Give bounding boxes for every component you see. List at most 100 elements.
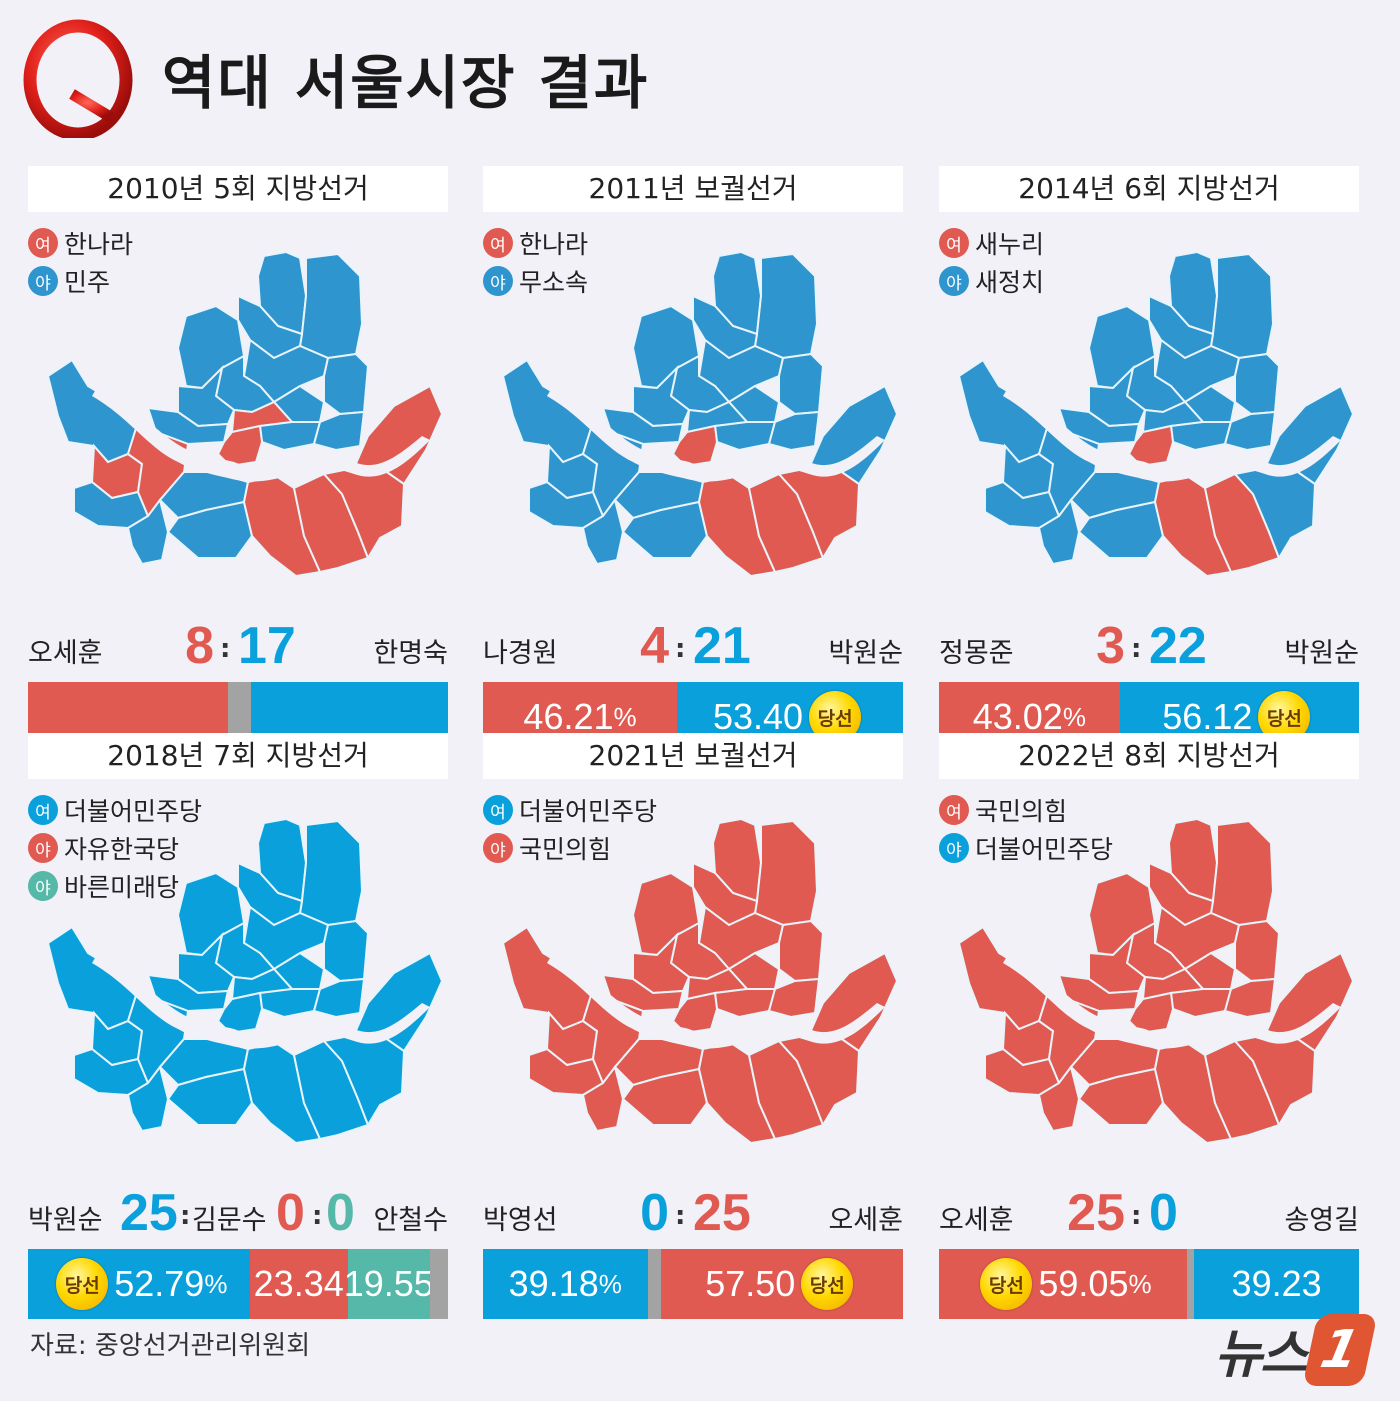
percent-sign: %: [1062, 701, 1086, 732]
bar-segment: 39.18%: [483, 1249, 648, 1319]
vote-share-bar: 당선 52.79% 23.34 19.55: [28, 1249, 448, 1319]
vote-share-value: 43.02: [972, 696, 1063, 737]
bar-segment: 당선 59.05%: [939, 1249, 1187, 1319]
winner-badge: 당선: [980, 1258, 1033, 1310]
legend-item: 야 바른미래당: [28, 867, 202, 905]
panel-title: 2018년 7회 지방선거: [28, 733, 448, 779]
district-geumcheon: [1037, 1064, 1081, 1133]
party-name: 더불어민주당: [975, 835, 1114, 864]
district-yongsan: [1127, 424, 1175, 468]
legend-item: 야 민주: [28, 262, 133, 300]
vote-share-value: 53.40: [712, 696, 804, 737]
district-gwanak: [166, 500, 254, 559]
left-score: 8: [185, 617, 214, 675]
vote-share-bar: 39.18% 57.50 당선: [483, 1249, 903, 1319]
panel-title: 2014년 6회 지방선거: [939, 166, 1359, 212]
party-name: 자유한국당: [64, 835, 180, 864]
bar-segment: [1187, 1249, 1195, 1319]
party-badge: 야: [28, 871, 58, 901]
election-panel: 2011년 보궐선거 여 한나라 야 무소속 나경원 4 : 21 박원순 46.…: [483, 166, 903, 756]
party-badge: 야: [939, 833, 969, 863]
district-gwanak: [166, 1067, 254, 1126]
bar-segment: 39.23: [1194, 1249, 1359, 1319]
district-geumcheon: [126, 1064, 170, 1133]
district-gangdong: [352, 951, 444, 1053]
district-gangdong: [1263, 951, 1355, 1053]
district-gwanak: [1077, 500, 1165, 559]
han-river: [547, 386, 885, 482]
bar-segment: 당선 52.79%: [28, 1249, 250, 1319]
district-jungnang: [778, 352, 825, 416]
left-candidate: 나경원: [483, 638, 558, 669]
seoul-district-map: [46, 250, 444, 578]
district-geumcheon: [581, 497, 625, 566]
district-geumcheon: [581, 1064, 625, 1133]
district-seongdong: [713, 988, 777, 1019]
district-seocho: [242, 1041, 322, 1145]
seoul-district-map: [501, 250, 899, 578]
district-geumcheon: [126, 497, 170, 566]
score-colon: :: [675, 634, 686, 664]
party-badge: 여: [939, 228, 969, 258]
right-score: 0: [1149, 1184, 1178, 1242]
district-gwanak: [1077, 1067, 1165, 1126]
score-colon: :: [675, 1201, 686, 1231]
district-seocho: [1153, 1041, 1233, 1145]
right-candidate: 송영길: [1284, 1205, 1359, 1236]
district-gangdong: [1263, 384, 1355, 486]
district-gangdong: [807, 384, 899, 486]
legend: 여 새누리 야 새정치: [939, 224, 1044, 300]
district-seongdong: [1169, 421, 1233, 452]
district-yongsan: [1127, 991, 1175, 1035]
left-score: 0: [640, 1184, 669, 1242]
seoul-district-map: [957, 817, 1355, 1145]
left-score: 4: [640, 617, 669, 675]
party-name: 국민의힘: [519, 835, 612, 864]
party-name: 새누리: [975, 230, 1045, 259]
score-row: 오세훈 25 : 0 송영길: [939, 1183, 1359, 1243]
right-score: 25: [693, 1184, 751, 1242]
legend: 여 더불어민주당 야 자유한국당 야 바른미래당: [28, 791, 202, 905]
election-panel: 2014년 6회 지방선거 여 새누리 야 새정치 정몽준 3 : 22 박원순…: [939, 166, 1359, 756]
han-river: [1003, 386, 1341, 482]
district-gwangjin: [1223, 410, 1277, 452]
legend-item: 여 더불어민주당: [483, 791, 657, 829]
vote-share-value: 52.79: [114, 1263, 205, 1304]
panel-title: 2022년 8회 지방선거: [939, 733, 1359, 779]
vote-share-value: 56.12: [1162, 696, 1253, 737]
district-gwangjin: [1223, 977, 1277, 1019]
right-candidate: 박원순: [1284, 638, 1359, 669]
legend-item: 야 무소속: [483, 262, 588, 300]
percent-sign: %: [204, 1268, 228, 1299]
district-geumcheon: [1037, 497, 1081, 566]
district-jungnang: [323, 919, 370, 983]
score-colon: :: [180, 1201, 191, 1231]
party-badge: 여: [483, 228, 513, 258]
right-candidate: 오세훈: [828, 1205, 903, 1236]
mid-score: 0: [276, 1184, 305, 1242]
vote-share-bar: 당선 59.05% 39.23: [939, 1249, 1359, 1319]
election-panel: 2010년 5회 지방선거 여 한나라 야 민주 오세훈 8 : 17 한명숙: [28, 166, 448, 756]
panel-title: 2010년 5회 지방선거: [28, 166, 448, 212]
score-row: 나경원 4 : 21 박원순: [483, 616, 903, 676]
legend-item: 여 더불어민주당: [28, 791, 202, 829]
score-row: 박원순 25 : 김문수 0 : 0 안철수: [28, 1183, 448, 1243]
election-panel: 2021년 보궐선거 여 더불어민주당 야 국민의힘 박영선 0 : 25 오세…: [483, 733, 903, 1323]
bar-segment: 19.55: [344, 1249, 434, 1319]
district-yongsan: [216, 424, 264, 468]
seoul-district-map: [46, 817, 444, 1145]
right-score: 21: [693, 617, 751, 675]
party-name: 한나라: [519, 230, 589, 259]
district-gwanak: [621, 1067, 709, 1126]
right-candidate: 박원순: [828, 638, 903, 669]
party-badge: 야: [28, 833, 58, 863]
page-title: 역대 서울시장 결과: [162, 49, 650, 117]
vote-share-value: 59.05: [1038, 1263, 1129, 1304]
vote-share-value: 46.21: [523, 696, 614, 737]
bar-segment: [647, 1249, 662, 1319]
party-badge: 여: [939, 795, 969, 825]
district-yongsan: [216, 991, 264, 1035]
left-candidate: 박원순: [28, 1205, 103, 1236]
winner-badge: 당선: [56, 1258, 109, 1310]
legend-item: 야 더불어민주당: [939, 829, 1113, 867]
